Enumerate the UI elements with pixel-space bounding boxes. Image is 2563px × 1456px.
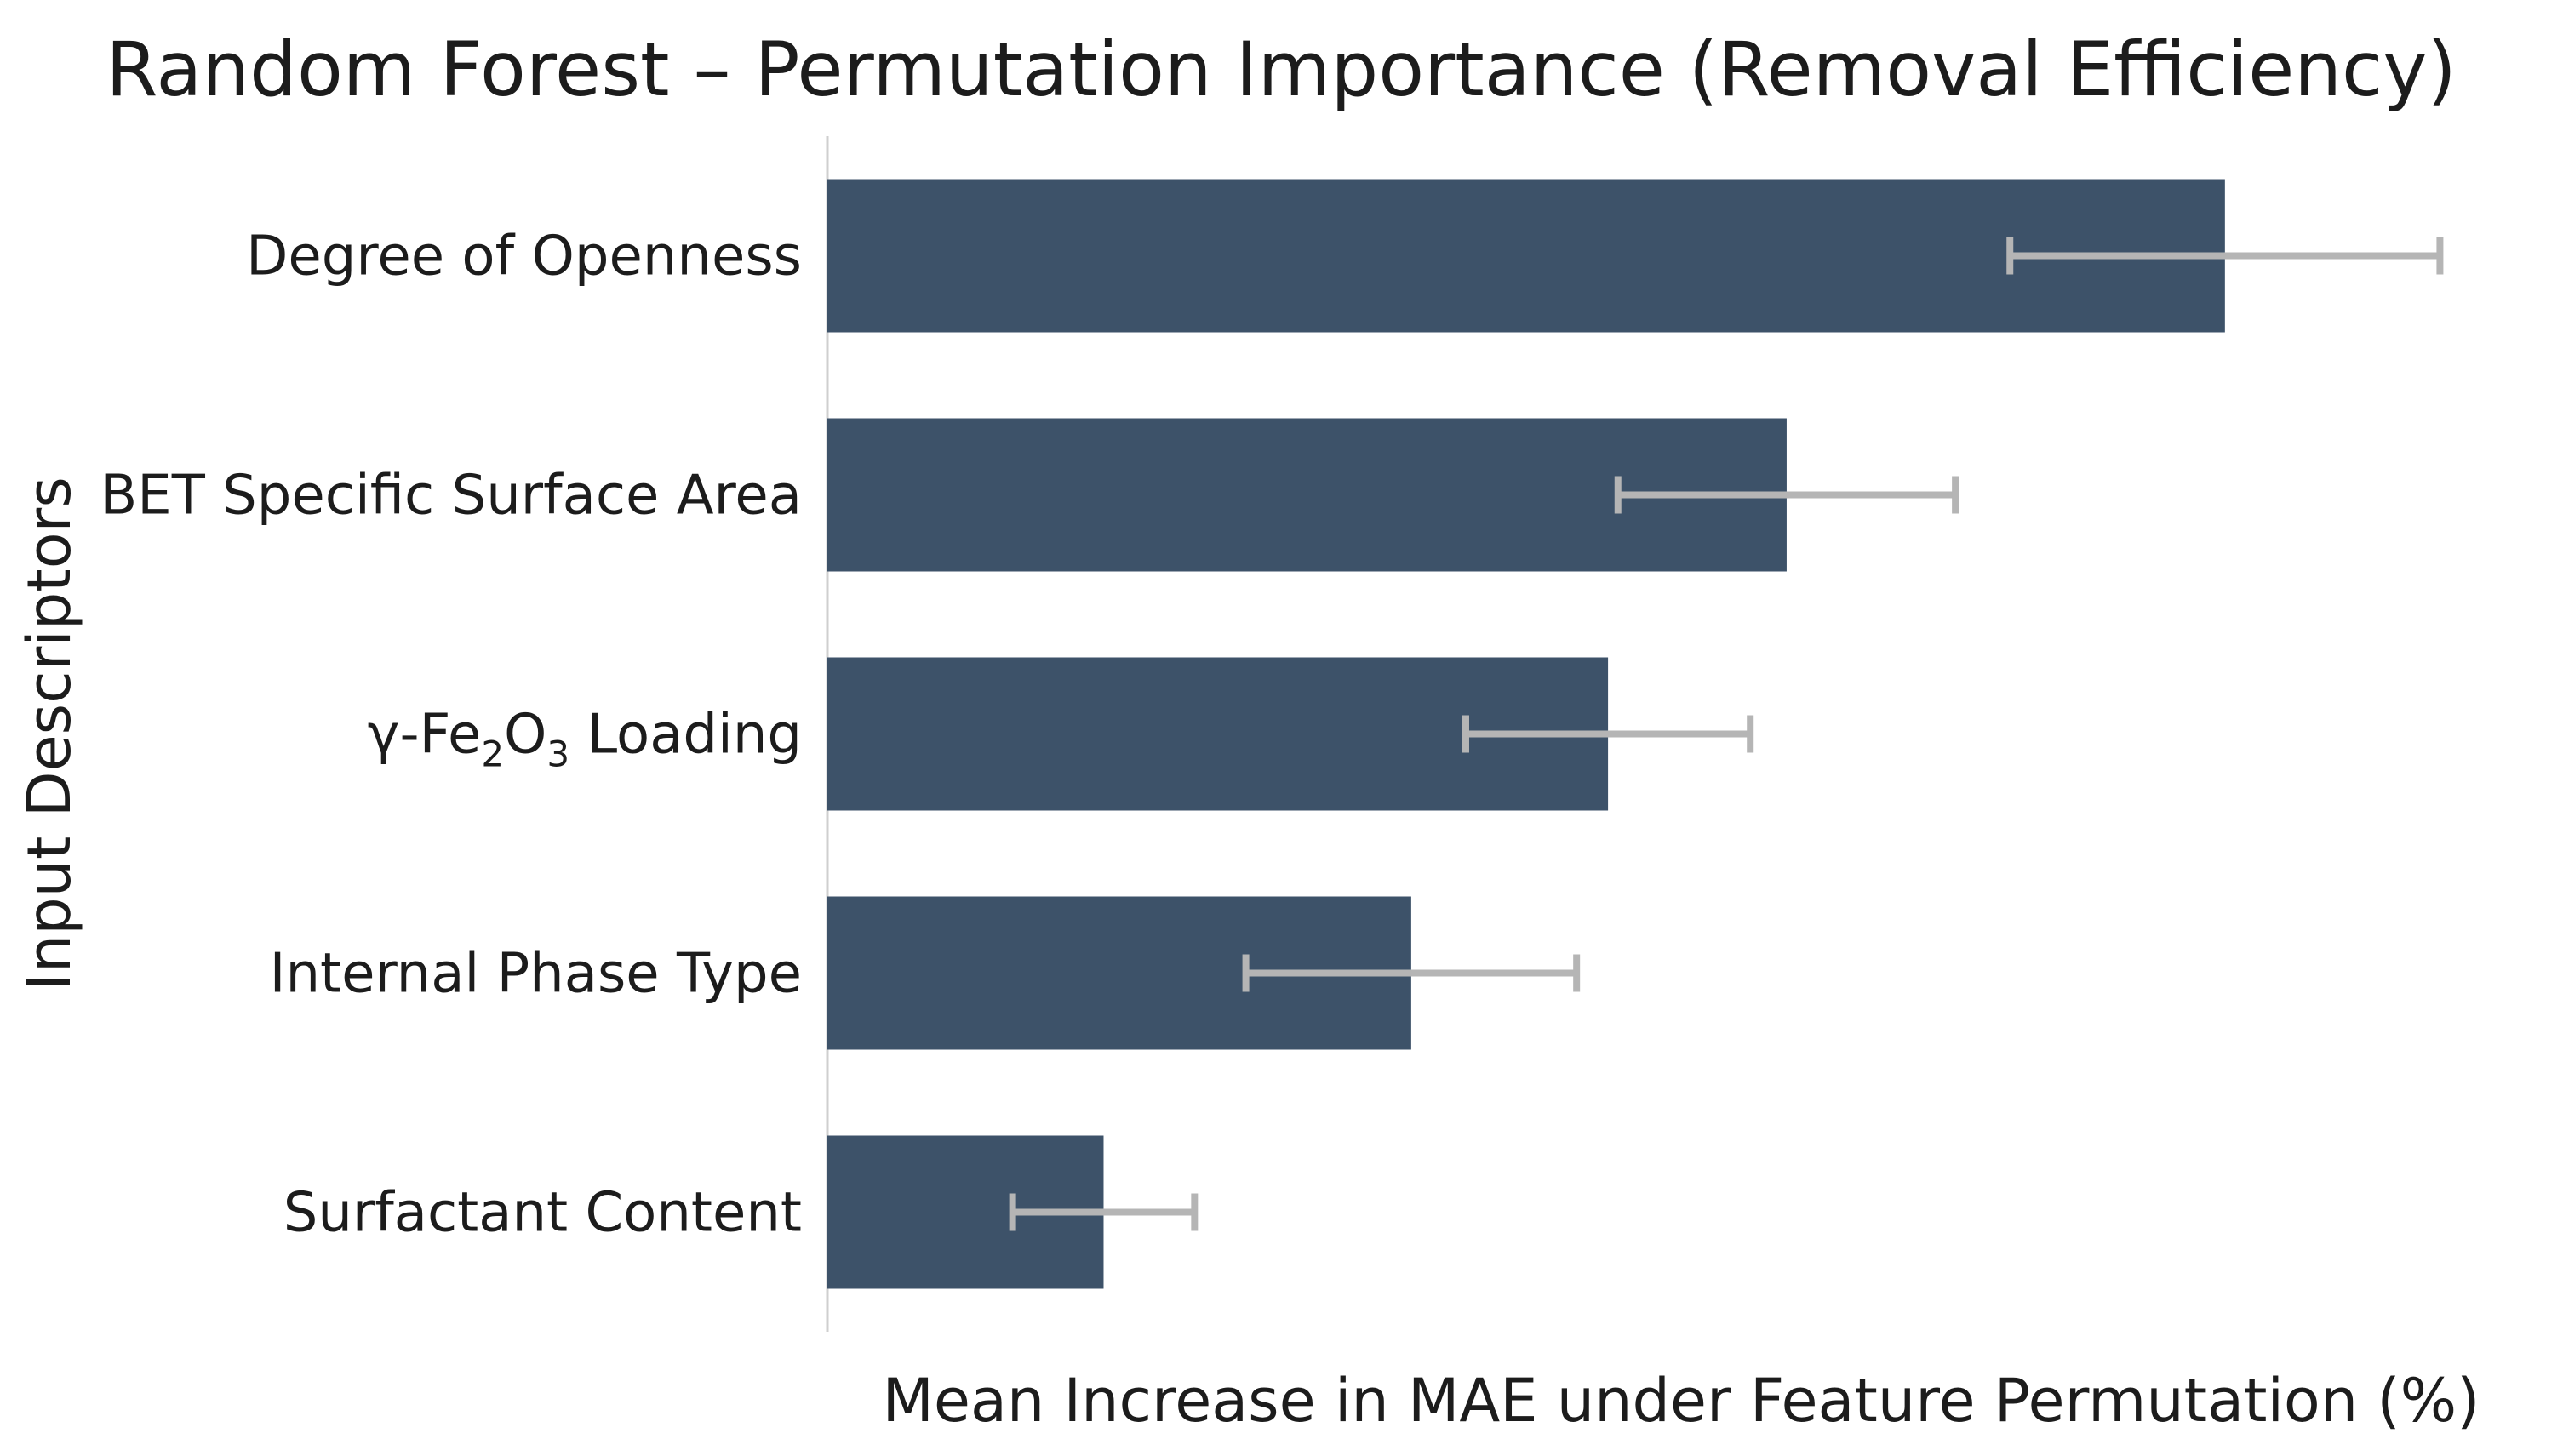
error-bar-5 [1009, 1193, 1199, 1231]
category-label-5: Surfactant Content [283, 1182, 802, 1245]
error-bar-4 [1242, 954, 1581, 992]
bar-1 [827, 179, 2225, 333]
error-bar-2 [1614, 476, 1959, 514]
y-axis-label: Input Descriptors [14, 477, 84, 991]
category-label-2: BET Specific Surface Area [100, 465, 802, 528]
category-labels-layer: Degree of Openness BET Specific Surface A… [100, 226, 802, 1245]
x-axis-label: Mean Increase in MAE under Feature Permu… [882, 1366, 2480, 1436]
error-bar-1 [2006, 237, 2444, 275]
error-bars-layer [1009, 237, 2444, 1231]
category-label-1: Degree of Openness [246, 226, 802, 288]
category-label-3: γ-Fe2​O3​ Loading [368, 704, 802, 775]
chart-title: Random Forest – Permutation Importance (… [106, 26, 2457, 113]
error-bar-3 [1462, 715, 1754, 753]
category-label-4: Internal Phase Type [270, 943, 802, 1006]
